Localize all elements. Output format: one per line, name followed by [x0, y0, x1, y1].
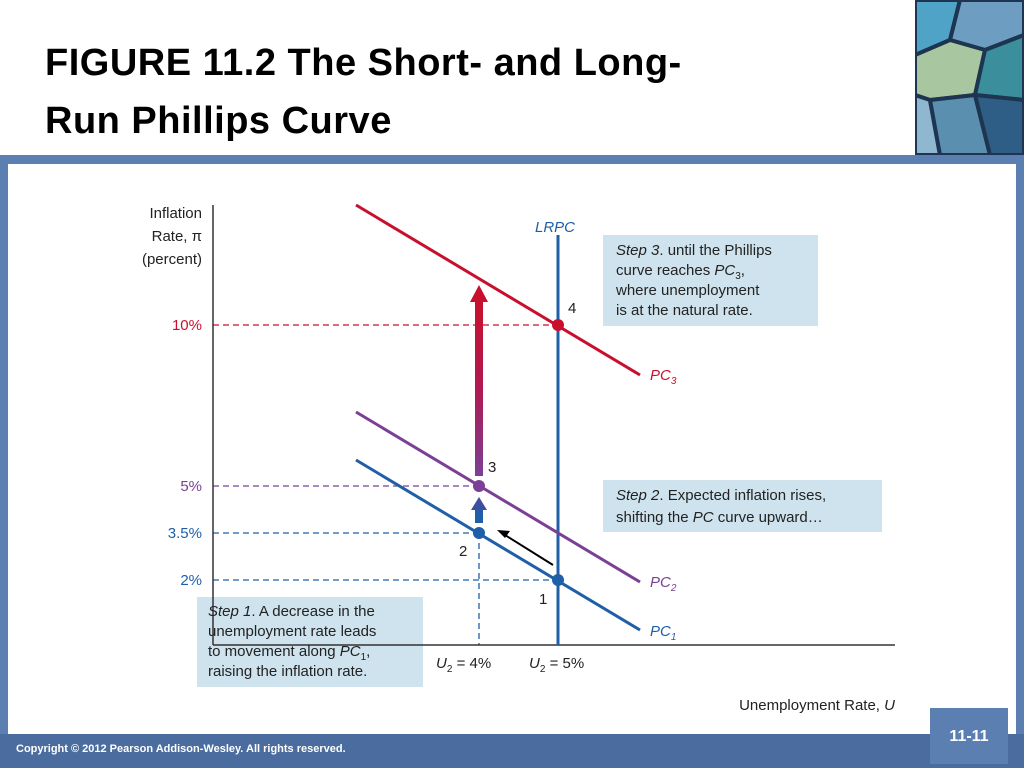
step-box	[603, 235, 818, 326]
small-arrow-head	[471, 497, 487, 510]
title-line: FIGURE 11.2 The Short- and Long-	[45, 42, 682, 84]
text-part: . A decrease in the	[251, 603, 374, 620]
small-arrow	[475, 508, 483, 523]
title-line: Run Phillips Curve	[45, 100, 392, 142]
step-box	[603, 480, 882, 532]
curve-label: PC1	[650, 623, 676, 643]
text-part: Step 2	[616, 487, 660, 504]
text-part: PC	[650, 623, 671, 640]
pc3-curve	[355, 203, 641, 377]
curve-label: PC2	[650, 574, 677, 594]
point-label: 1	[539, 591, 547, 608]
text-part: ,	[741, 262, 745, 279]
text-part: 1	[361, 652, 367, 663]
x-label: U2 = 4%	[436, 655, 491, 675]
text-part: PC	[693, 509, 714, 526]
point	[473, 480, 485, 492]
text-part: U	[436, 655, 447, 672]
point	[473, 527, 485, 539]
page-number: 11-11	[949, 728, 988, 745]
step-text: Step 3. until the Phillips	[616, 242, 772, 259]
text-part: PC	[340, 643, 361, 660]
step-text: unemployment rate leads	[208, 623, 376, 640]
step-text: raising the inflation rate.	[208, 663, 367, 680]
lrpc-label: LRPC	[535, 219, 575, 236]
text-part: 2	[540, 664, 546, 675]
y-label: 5%	[180, 478, 202, 495]
step-text: to movement along PC1,	[208, 643, 370, 663]
figure-panel	[8, 164, 1016, 734]
text-part: PC	[714, 262, 735, 279]
step-text: Step 1. A decrease in the	[208, 603, 375, 620]
text-part: . until the Phillips	[659, 242, 772, 259]
step-text: where unemployment	[615, 282, 760, 299]
x-label: U2 = 5%	[529, 655, 584, 675]
point-label: 3	[488, 459, 496, 476]
text-part: = 4%	[452, 655, 491, 672]
shift-arrow-head	[470, 285, 488, 302]
text-part: PC	[650, 574, 671, 591]
text-part: shifting the	[616, 509, 693, 526]
pc2-curve	[355, 410, 641, 584]
point-label: 2	[459, 543, 467, 560]
footer-bar	[0, 734, 1024, 768]
step-text: is at the natural rate.	[616, 302, 753, 319]
y-label: 3.5%	[168, 525, 202, 542]
text-part: Step 3	[616, 242, 660, 259]
step-text: shifting the PC curve upward…	[616, 509, 823, 526]
text-part: U	[884, 697, 895, 714]
point	[552, 574, 564, 586]
pc1-curve	[355, 458, 641, 632]
text-part: ,	[366, 643, 370, 660]
text-part: Unemployment Rate,	[739, 697, 884, 714]
curve-label: PC3	[650, 367, 677, 387]
text-part: PC	[650, 367, 671, 384]
copyright: Copyright © 2012 Pearson Addison-Wesley.…	[16, 743, 346, 755]
y-axis-label: Rate, π	[152, 228, 202, 245]
decorative-glass	[915, 0, 1024, 155]
text-part: . Expected inflation rises,	[659, 487, 826, 504]
y-label: 2%	[180, 572, 202, 589]
text-part: U	[529, 655, 540, 672]
text-part: 2	[670, 583, 677, 594]
text-part: curve upward…	[714, 509, 823, 526]
text-part: 1	[671, 632, 677, 643]
x-axis-label: Unemployment Rate, U	[739, 697, 895, 714]
point-label: 4	[568, 300, 576, 317]
y-axis-label: Inflation	[149, 205, 202, 222]
text-part: 3	[735, 271, 741, 282]
step-text: curve reaches PC3,	[616, 262, 745, 282]
movement-arrow-head	[497, 530, 510, 538]
movement-arrow	[504, 534, 554, 566]
step-text: Step 2. Expected inflation rises,	[616, 487, 826, 504]
text-part: curve reaches	[616, 262, 714, 279]
text-part: to movement along	[208, 643, 340, 660]
point	[552, 319, 564, 331]
text-part: = 5%	[545, 655, 584, 672]
page-number-box	[930, 708, 1008, 764]
text-part: 2	[447, 664, 453, 675]
y-axis-label: (percent)	[142, 251, 202, 268]
guide-lines	[213, 324, 558, 645]
step-box	[197, 597, 423, 687]
y-label: 10%	[172, 317, 202, 334]
text-part: 3	[671, 376, 677, 387]
text-part: Step 1	[208, 603, 251, 620]
shift-arrow	[475, 300, 483, 476]
